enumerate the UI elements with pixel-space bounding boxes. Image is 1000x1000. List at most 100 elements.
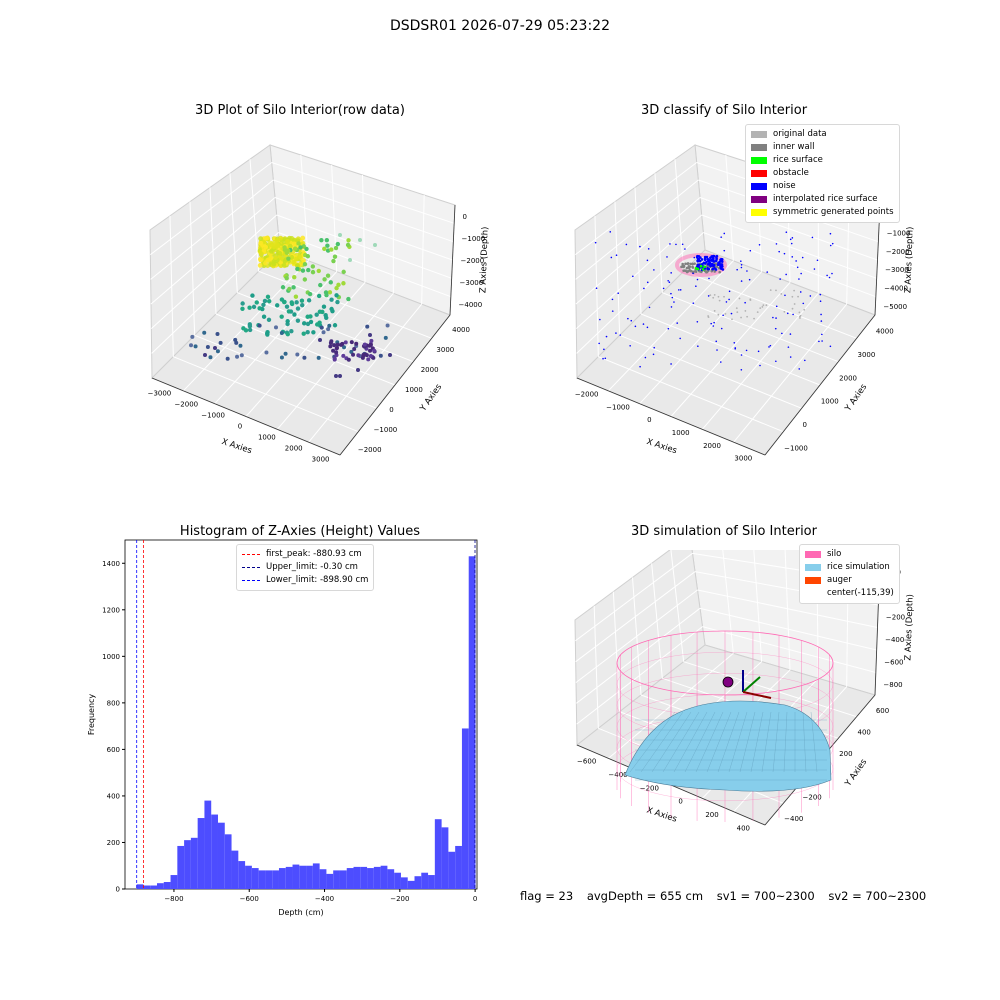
original-data-point: [762, 304, 765, 307]
inner-wall-point: [691, 262, 694, 266]
auger-axis-y: [742, 676, 761, 693]
noise-point: [720, 327, 723, 330]
noise-point: [679, 337, 681, 340]
inner-wall-point: [684, 262, 687, 266]
original-data-point: [718, 299, 721, 302]
y-tick-label: 400: [107, 792, 120, 800]
noise-point: [671, 296, 674, 299]
original-data-point: [713, 293, 716, 296]
histogram-bar: [367, 868, 374, 889]
noise-point: [785, 231, 788, 234]
y-tick-label: 800: [107, 699, 120, 707]
y-tick-label: 200: [839, 750, 852, 758]
noise-point: [667, 279, 669, 282]
z-tick-label: −1000: [887, 230, 911, 238]
x-tick-label: 0: [473, 895, 477, 903]
noise-point: [718, 260, 721, 264]
noise-point: [666, 256, 668, 258]
histogram-bar: [360, 866, 368, 889]
noise-point: [711, 267, 714, 271]
z-tick-label: −3000: [885, 266, 909, 274]
noise-point: [684, 248, 686, 250]
legend-item-first-peak: first_peak: -880.93 cm: [242, 548, 368, 561]
noise-point: [781, 332, 783, 335]
x-tick-label: 1000: [672, 429, 690, 437]
original-data-point: [712, 296, 715, 299]
original-data-point: [746, 315, 749, 318]
x-tick-label: 1000: [258, 434, 276, 442]
noise-point: [693, 256, 696, 259]
y-tick-label: 3000: [858, 351, 876, 359]
legend-line: [242, 580, 260, 581]
rice-mesh-line: [640, 711, 684, 773]
noise-point: [746, 270, 748, 272]
raw-point: [289, 236, 295, 241]
histogram-bar: [258, 870, 266, 889]
histogram-title: Histogram of Z-Axies (Height) Values: [179, 524, 421, 539]
noise-point: [769, 344, 772, 347]
raw-point: [307, 291, 313, 297]
noise-point: [723, 249, 726, 252]
raw-point: [323, 313, 328, 318]
auger-axis-x: [742, 691, 772, 699]
raw-point: [278, 235, 284, 241]
legend-swatch: [751, 131, 767, 138]
raw-point: [286, 248, 291, 253]
raw-point: [363, 352, 368, 357]
noise-point: [653, 269, 655, 271]
grid-line: [271, 162, 455, 224]
raw-point: [208, 355, 213, 360]
silo-ring: [675, 253, 727, 277]
raw-point: [306, 267, 311, 273]
rice-mesh-line: [802, 711, 807, 773]
legend-label: obstacle: [773, 168, 809, 178]
raw-point: [190, 334, 195, 339]
raw-point: [331, 348, 336, 353]
noise-point: [728, 290, 731, 293]
histogram-bar: [407, 880, 415, 889]
rice-mesh-line: [750, 711, 764, 773]
status-footer: flag = 23 avgDepth = 655 cm sv1 = 700~23…: [520, 889, 936, 903]
original-data-point: [769, 289, 772, 291]
histogram-bar: [177, 845, 185, 889]
noise-point: [819, 300, 822, 303]
rice-mesh-line: [783, 711, 788, 773]
raw-point: [342, 345, 347, 350]
raw-point: [329, 297, 334, 302]
x-tick-label: −200: [390, 895, 409, 903]
noise-point: [716, 349, 718, 351]
noise-point: [710, 259, 714, 262]
raw-point: [300, 235, 306, 241]
noise-point: [711, 255, 715, 259]
rice-surface-point: [699, 264, 703, 268]
noise-point: [715, 257, 718, 261]
rice-mesh-line: [772, 711, 780, 773]
raw-point: [356, 368, 360, 372]
original-data-point: [713, 310, 716, 312]
raw-point: [360, 355, 365, 360]
noise-point: [639, 245, 641, 248]
rice-mesh-line: [739, 711, 756, 773]
x-axis-label: X Axies: [220, 437, 253, 456]
histogram-bar: [217, 822, 225, 889]
y-tick-label: 200: [107, 839, 120, 847]
z-tick-label: −4000: [459, 301, 483, 309]
histogram-bar: [421, 872, 429, 889]
legend-item-center: center(-115,39): [805, 587, 894, 600]
classify-point-cloud: [594, 231, 834, 371]
z-tick-label: 0: [463, 213, 467, 221]
histogram-bar: [299, 865, 307, 889]
noise-point: [634, 325, 637, 328]
noise-point: [707, 295, 710, 297]
y-tick-label: −2000: [358, 446, 382, 454]
noise-point: [619, 334, 622, 336]
histogram-bar: [292, 864, 300, 889]
noise-point: [703, 268, 706, 270]
raw-point: [331, 258, 336, 264]
noise-point: [598, 342, 600, 345]
inner-wall-point: [693, 262, 696, 265]
histogram-bar: [400, 877, 408, 889]
x-axis-line: [576, 377, 766, 456]
legend-item-symmetric: symmetric generated points: [751, 206, 894, 219]
legend-item-inner-wall: inner wall: [751, 141, 894, 154]
